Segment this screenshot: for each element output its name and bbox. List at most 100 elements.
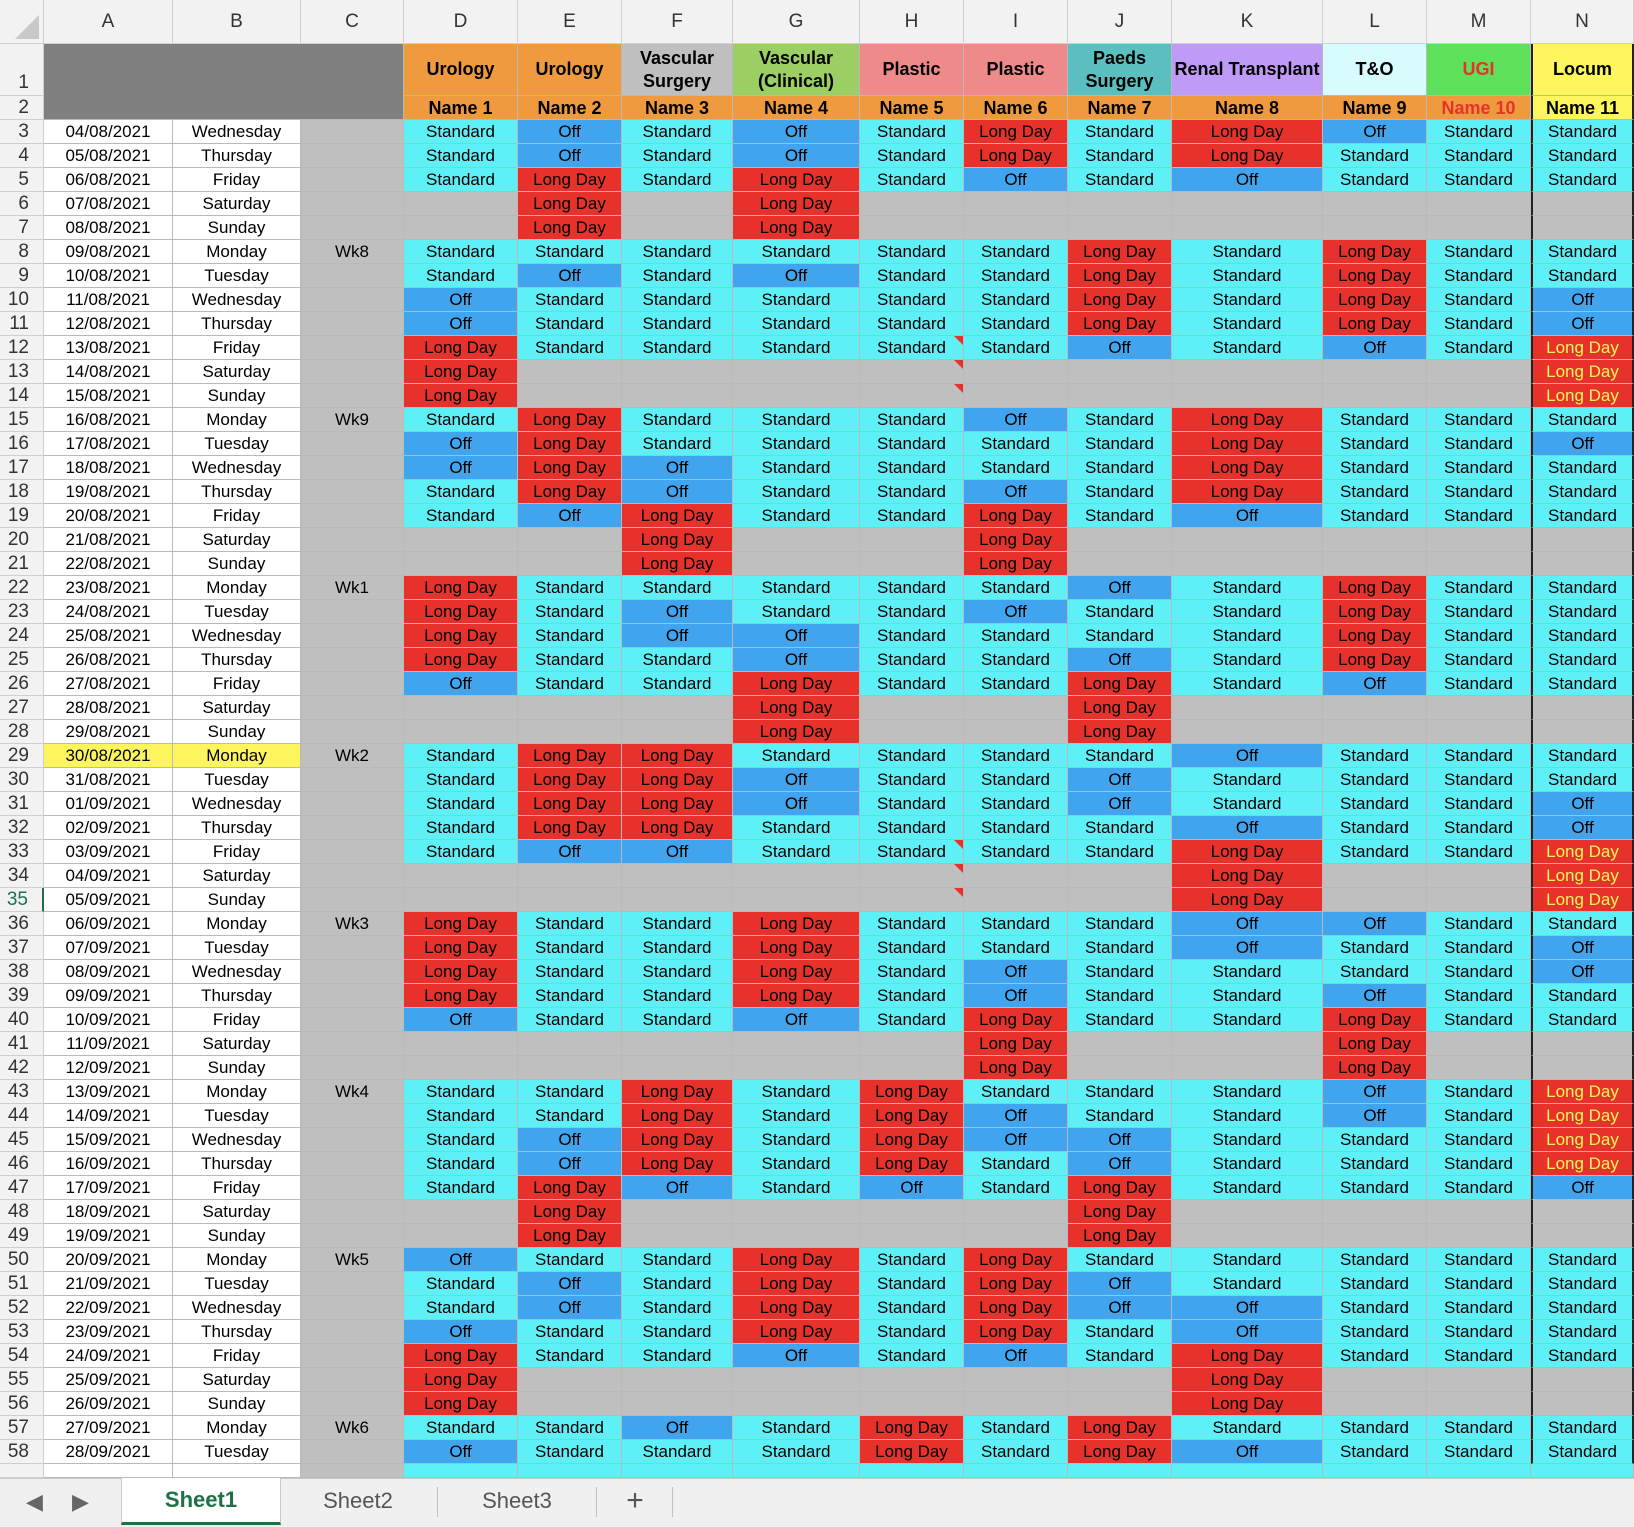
shift-cell[interactable]: Long Day <box>964 552 1068 576</box>
shift-cell[interactable]: Long Day <box>1531 1104 1634 1128</box>
shift-cell[interactable]: Off <box>518 1272 622 1296</box>
week-cell[interactable] <box>301 936 404 960</box>
shift-cell[interactable]: Off <box>518 120 622 144</box>
shift-cell[interactable]: Long Day <box>1068 1416 1172 1440</box>
shift-cell[interactable]: Standard <box>1531 1320 1634 1344</box>
day-cell[interactable]: Monday <box>173 1248 301 1272</box>
row-header[interactable]: 3 <box>0 120 44 144</box>
row-header[interactable]: 54 <box>0 1344 44 1368</box>
shift-cell[interactable]: Standard <box>1427 576 1531 600</box>
shift-cell[interactable] <box>1531 1392 1634 1416</box>
shift-cell[interactable] <box>404 1464 518 1478</box>
shift-cell[interactable] <box>1172 1464 1323 1478</box>
shift-cell[interactable]: Off <box>622 840 733 864</box>
shift-cell[interactable]: Standard <box>860 600 964 624</box>
shift-cell[interactable] <box>1531 1464 1634 1478</box>
shift-cell[interactable] <box>622 864 733 888</box>
week-cell[interactable] <box>301 1272 404 1296</box>
shift-cell[interactable] <box>733 528 860 552</box>
add-sheet-button[interactable]: + <box>626 1484 644 1517</box>
shift-cell[interactable]: Long Day <box>733 168 860 192</box>
shift-cell[interactable]: Long Day <box>860 1440 964 1464</box>
shift-cell[interactable]: Standard <box>1427 936 1531 960</box>
shift-cell[interactable]: Long Day <box>404 576 518 600</box>
shift-cell[interactable]: Long Day <box>404 912 518 936</box>
shift-cell[interactable]: Off <box>1531 936 1634 960</box>
date-cell[interactable]: 06/08/2021 <box>44 168 173 192</box>
day-cell[interactable]: Saturday <box>173 696 301 720</box>
team-header[interactable]: Urology <box>404 44 518 96</box>
shift-cell[interactable]: Long Day <box>964 144 1068 168</box>
shift-cell[interactable]: Standard <box>733 816 860 840</box>
shift-cell[interactable]: Long Day <box>622 1152 733 1176</box>
day-cell[interactable]: Thursday <box>173 1320 301 1344</box>
shift-cell[interactable]: Long Day <box>1068 240 1172 264</box>
shift-cell[interactable]: Standard <box>622 1272 733 1296</box>
shift-cell[interactable]: Off <box>1172 1440 1323 1464</box>
week-cell[interactable] <box>301 984 404 1008</box>
shift-cell[interactable]: Standard <box>733 1128 860 1152</box>
week-cell[interactable] <box>301 336 404 360</box>
date-cell[interactable]: 12/08/2021 <box>44 312 173 336</box>
date-cell[interactable]: 01/09/2021 <box>44 792 173 816</box>
shift-cell[interactable] <box>1068 216 1172 240</box>
week-cell[interactable] <box>301 480 404 504</box>
shift-cell[interactable]: Off <box>733 1008 860 1032</box>
shift-cell[interactable] <box>1323 384 1427 408</box>
shift-cell[interactable]: Long Day <box>733 1248 860 1272</box>
shift-cell[interactable]: Standard <box>733 1440 860 1464</box>
date-cell[interactable]: 17/08/2021 <box>44 432 173 456</box>
shift-cell[interactable]: Standard <box>1531 168 1634 192</box>
shift-cell[interactable] <box>860 528 964 552</box>
shift-cell[interactable] <box>622 1200 733 1224</box>
shift-cell[interactable] <box>860 1224 964 1248</box>
shift-cell[interactable]: Standard <box>860 912 964 936</box>
day-cell[interactable]: Wednesday <box>173 1296 301 1320</box>
staff-name[interactable]: Name 8 <box>1172 96 1323 120</box>
shift-cell[interactable]: Standard <box>622 312 733 336</box>
shift-cell[interactable]: Standard <box>622 672 733 696</box>
shift-cell[interactable]: Standard <box>1427 600 1531 624</box>
row-header[interactable]: 56 <box>0 1392 44 1416</box>
shift-cell[interactable]: Standard <box>1068 1320 1172 1344</box>
shift-cell[interactable]: Standard <box>1323 840 1427 864</box>
shift-cell[interactable]: Long Day <box>1323 600 1427 624</box>
row-header[interactable]: 51 <box>0 1272 44 1296</box>
shift-cell[interactable]: Standard <box>860 768 964 792</box>
shift-cell[interactable]: Standard <box>404 744 518 768</box>
shift-cell[interactable]: Standard <box>860 432 964 456</box>
shift-cell[interactable] <box>733 384 860 408</box>
shift-cell[interactable] <box>1172 216 1323 240</box>
shift-cell[interactable]: Long Day <box>1068 672 1172 696</box>
shift-cell[interactable] <box>733 888 860 912</box>
shift-cell[interactable]: Off <box>964 984 1068 1008</box>
shift-cell[interactable]: Standard <box>964 288 1068 312</box>
shift-cell[interactable]: Standard <box>404 144 518 168</box>
shift-cell[interactable]: Long Day <box>1172 1368 1323 1392</box>
week-cell[interactable] <box>301 216 404 240</box>
column-header-d[interactable]: D <box>404 0 518 44</box>
shift-cell[interactable]: Standard <box>964 672 1068 696</box>
shift-cell[interactable]: Standard <box>860 120 964 144</box>
shift-cell[interactable] <box>1323 720 1427 744</box>
shift-cell[interactable]: Standard <box>860 936 964 960</box>
shift-cell[interactable]: Standard <box>404 1272 518 1296</box>
shift-cell[interactable]: Standard <box>860 1344 964 1368</box>
shift-cell[interactable]: Standard <box>404 1152 518 1176</box>
shift-cell[interactable] <box>1068 360 1172 384</box>
shift-cell[interactable] <box>1427 1200 1531 1224</box>
shift-cell[interactable]: Long Day <box>518 192 622 216</box>
row-header[interactable]: 13 <box>0 360 44 384</box>
shift-cell[interactable]: Standard <box>733 1152 860 1176</box>
row-header[interactable]: 22 <box>0 576 44 600</box>
shift-cell[interactable]: Standard <box>404 480 518 504</box>
shift-cell[interactable]: Standard <box>622 1248 733 1272</box>
week-cell[interactable]: Wk9 <box>301 408 404 432</box>
day-cell[interactable]: Monday <box>173 1080 301 1104</box>
column-header-e[interactable]: E <box>518 0 622 44</box>
row-header[interactable]: 40 <box>0 1008 44 1032</box>
day-cell[interactable]: Friday <box>173 1176 301 1200</box>
shift-cell[interactable]: Off <box>1068 1152 1172 1176</box>
week-cell[interactable]: Wk5 <box>301 1248 404 1272</box>
shift-cell[interactable]: Long Day <box>733 720 860 744</box>
